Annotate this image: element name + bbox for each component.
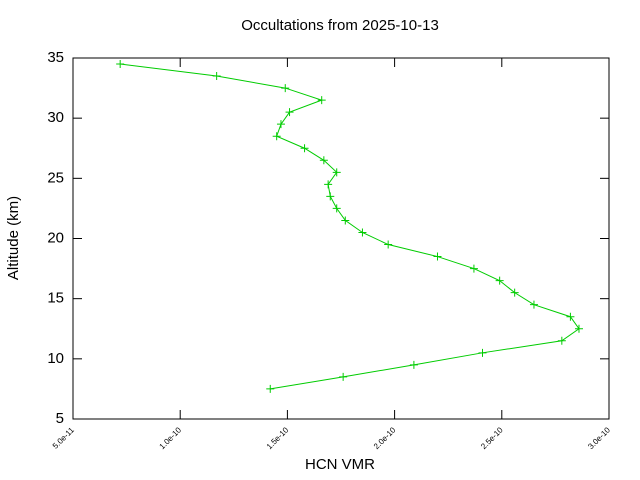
data-point (272, 132, 281, 141)
y-tick-label: 25 (47, 169, 64, 186)
data-point (529, 300, 538, 309)
data-point (566, 312, 575, 321)
data-point (266, 384, 275, 393)
data-point (324, 180, 333, 189)
data-point (116, 60, 125, 69)
data-point (358, 228, 367, 237)
y-tick-label: 15 (47, 290, 64, 307)
data-point (495, 276, 504, 285)
y-tick-label: 5 (56, 410, 64, 427)
data-point (332, 204, 341, 213)
y-tick-label: 20 (47, 229, 64, 246)
data-point (281, 84, 290, 93)
data-point (332, 168, 341, 177)
chart-title: Occultations from 2025-10-13 (241, 17, 439, 34)
data-point (326, 192, 335, 201)
x-axis-label: HCN VMR (305, 456, 375, 473)
data-point (339, 372, 348, 381)
data-point (574, 324, 583, 333)
y-axis-label: Altitude (km) (5, 196, 22, 280)
data-point (469, 264, 478, 273)
data-point (317, 96, 326, 105)
data-point (409, 360, 418, 369)
y-tick-label: 30 (47, 109, 64, 126)
data-point (384, 240, 393, 249)
data-point (285, 108, 294, 117)
data-point (341, 216, 350, 225)
data-point (510, 288, 519, 297)
data-point (212, 72, 221, 81)
data-point (300, 144, 309, 153)
data-point (433, 252, 442, 261)
data-point (276, 120, 285, 129)
data-point (478, 348, 487, 357)
data-line (120, 63, 580, 390)
y-tick-label: 35 (47, 49, 64, 66)
data-point (557, 336, 566, 345)
y-tick-label: 10 (47, 350, 64, 367)
data-point (319, 156, 328, 165)
